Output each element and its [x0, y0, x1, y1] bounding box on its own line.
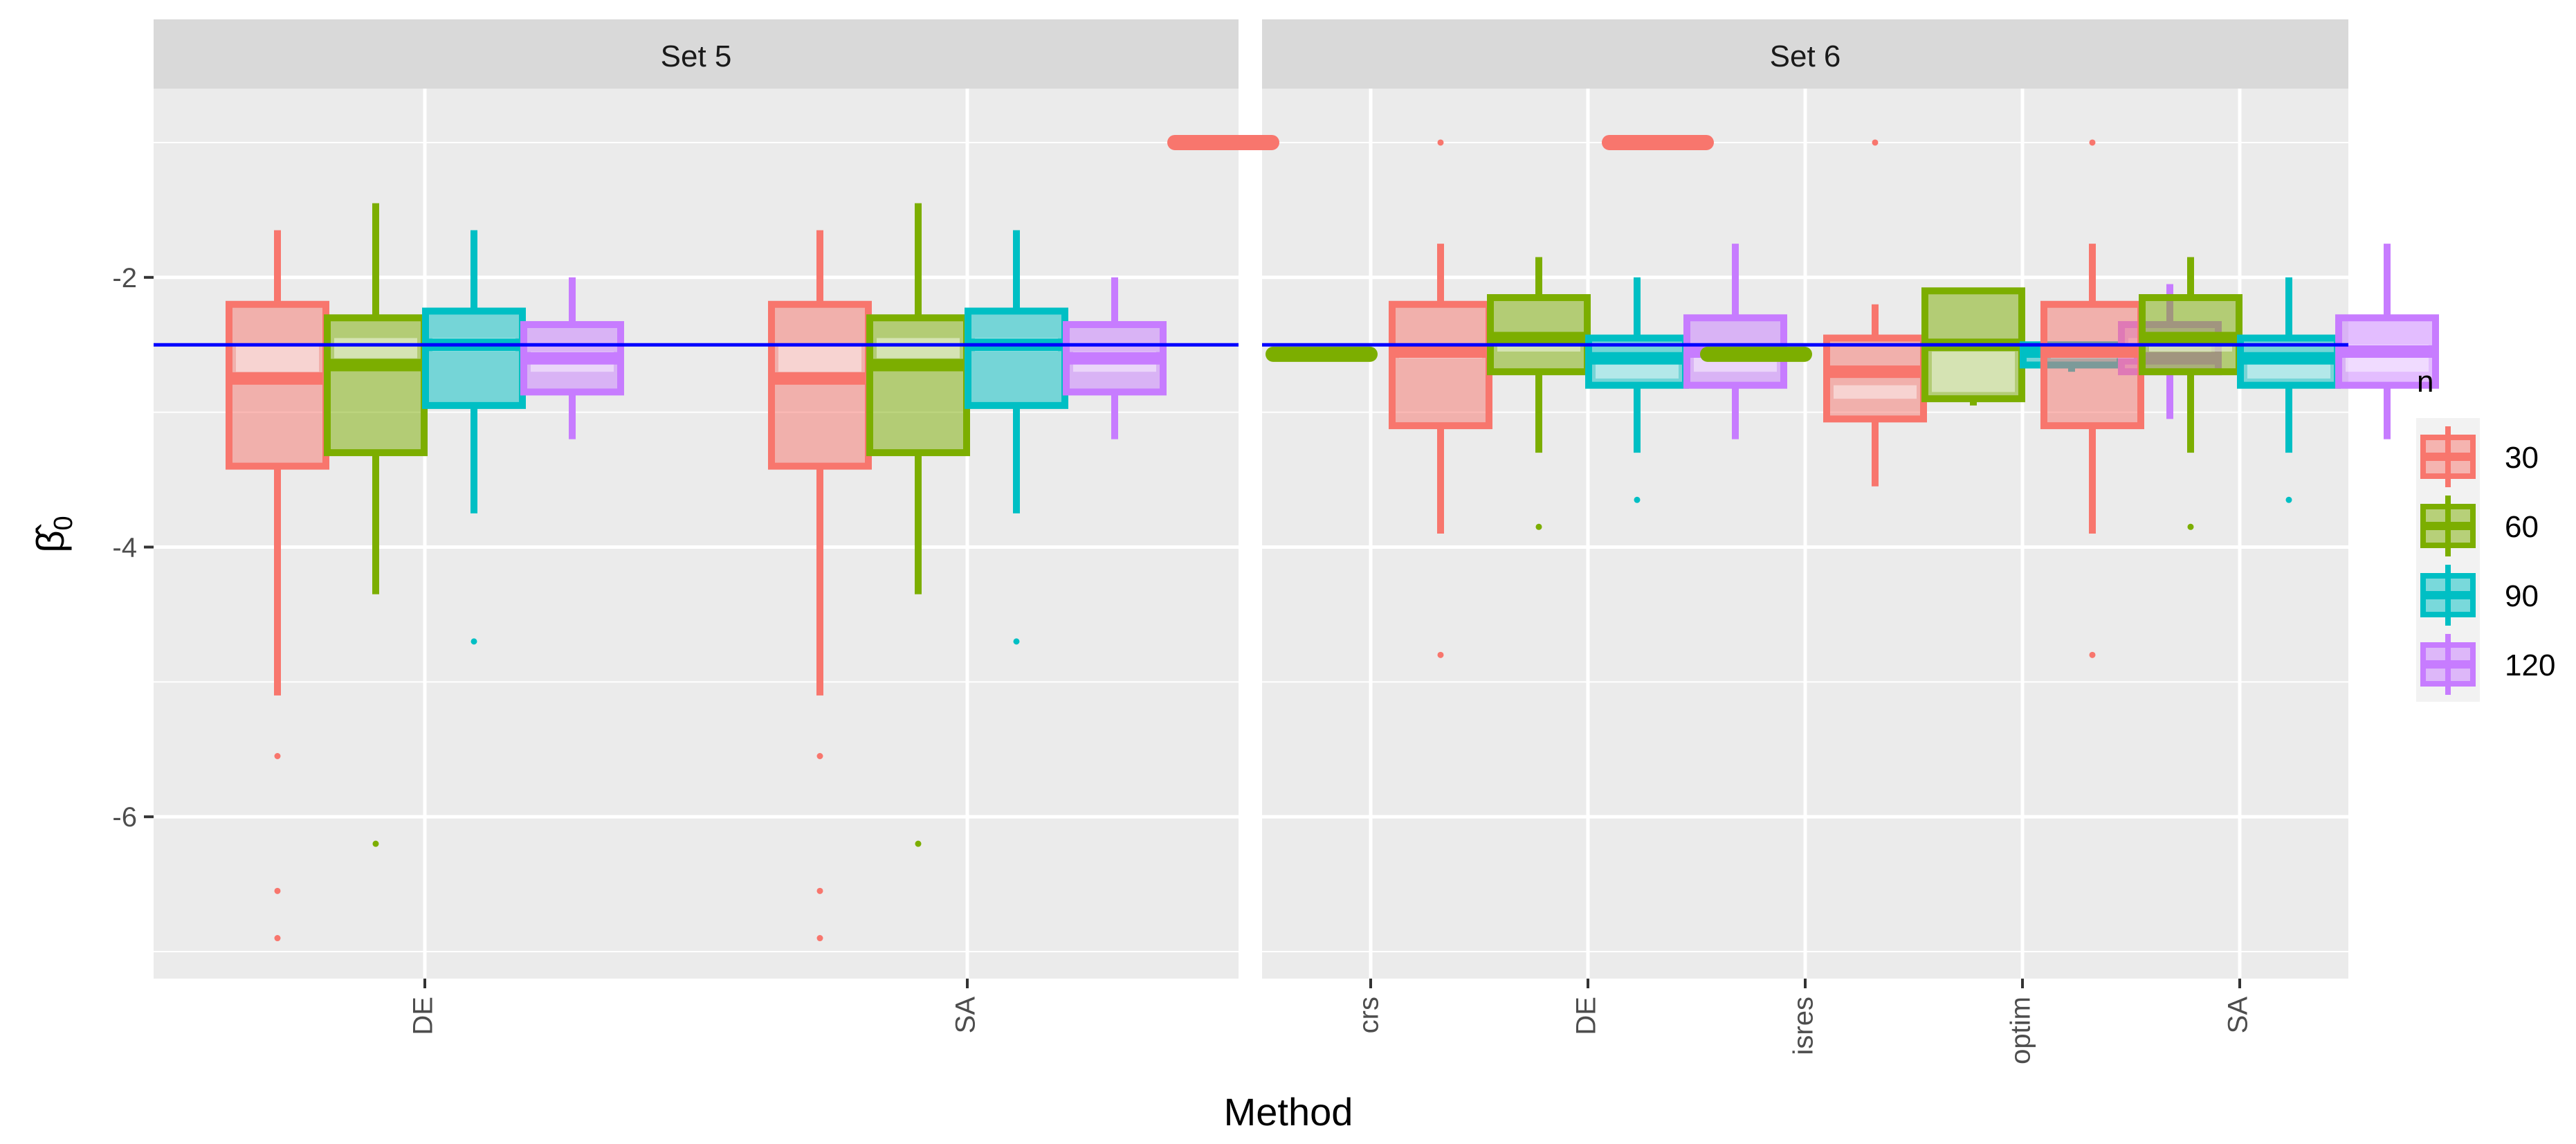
y-axis: -6 -4 -2: [112, 263, 154, 833]
gridlines: [154, 89, 1239, 979]
outlier-point: [274, 753, 281, 759]
outlier-point: [2285, 496, 2292, 503]
outlier-point: [1634, 496, 1641, 503]
panel-background: [154, 89, 1239, 979]
strip-label-set-6: Set 6: [1770, 39, 1841, 73]
x-tick-label-optim: optim: [2006, 997, 2036, 1064]
outlier-point: [1535, 523, 1542, 530]
legend-label-60: 60: [2505, 510, 2539, 544]
box-de-n60: [324, 203, 428, 847]
box-body: [324, 314, 428, 457]
x-tick-label-sa: SA: [951, 997, 981, 1034]
outlier-point: [1437, 139, 1444, 146]
box-group-isres: [1602, 134, 1812, 362]
outlier-point: [1013, 638, 1020, 645]
box-de-n30: [1389, 139, 1492, 658]
outlier-point: [816, 753, 823, 759]
box-sa-n30: [2040, 139, 2144, 658]
x-axis: DE SA crs DE isres optim SA: [408, 979, 2254, 1064]
box-group-crs: [1167, 134, 1378, 362]
y-axis-title-subscript: 0: [49, 516, 78, 530]
outlier-point: [274, 935, 281, 942]
mean-band: [236, 345, 319, 372]
outlier-point: [1872, 139, 1879, 146]
mean-band: [778, 345, 861, 372]
outlier-point: [1437, 651, 1444, 658]
box-body: [1389, 300, 1492, 430]
box-group-sa: [768, 203, 1167, 942]
legend-entry-120: 120: [2420, 634, 2555, 695]
box-group-sa: [2040, 139, 2439, 658]
outlier-point: [274, 887, 281, 894]
strip-label-set-5: Set 5: [661, 39, 732, 73]
panel-set-5: Set 5: [154, 19, 1239, 979]
x-tick-label-crs: crs: [1354, 997, 1385, 1033]
box-sa-n30: [768, 230, 872, 942]
outlier-point: [816, 935, 823, 942]
box-sa-n120: [2335, 244, 2439, 439]
y-tick-label: -4: [112, 532, 137, 563]
strip-background: [1262, 19, 2348, 89]
box-sa-n120: [1063, 277, 1167, 439]
legend-label-30: 30: [2505, 441, 2539, 475]
x-tick-label-de: DE: [408, 997, 439, 1035]
outlier-point: [915, 840, 922, 847]
x-tick-label-sa: SA: [2223, 997, 2254, 1034]
box-body: [768, 300, 872, 470]
legend-label-120: 120: [2505, 648, 2555, 682]
box-body: [1823, 334, 1927, 423]
outlier-point: [2089, 139, 2096, 146]
legend-entry-60: 60: [2420, 496, 2539, 556]
outlier-point: [372, 840, 379, 847]
box-body: [422, 307, 526, 409]
box-de-n30: [226, 230, 329, 942]
box-body: [226, 300, 329, 470]
legend-label-90: 90: [2505, 579, 2539, 613]
outlier-point: [471, 638, 477, 645]
mean-band: [1932, 351, 2015, 392]
mean-band: [334, 338, 417, 358]
x-axis-title: Method: [1224, 1090, 1353, 1134]
x-tick-label-isres: isres: [1789, 997, 1819, 1055]
outlier-point: [2187, 523, 2194, 530]
mean-band: [1834, 385, 1917, 399]
mean-band: [877, 338, 960, 358]
box-body: [965, 307, 1068, 409]
box-groups: [1167, 134, 2439, 658]
box-groups: [226, 203, 1167, 942]
legend-entry-30: 30: [2420, 426, 2539, 487]
panel-set-6: Set 6: [1167, 19, 2439, 979]
y-tick-label: -6: [112, 802, 137, 833]
y-tick-label: -2: [112, 263, 137, 293]
legend-title: n: [2417, 365, 2433, 399]
box-body: [2040, 300, 2144, 430]
outlier-point: [2089, 651, 2096, 658]
legend-entry-90: 90: [2420, 565, 2539, 626]
box-de-n120: [520, 277, 624, 439]
legend: n 30 60 90 120: [2416, 365, 2555, 702]
strip-background: [154, 19, 1239, 89]
outlier-point: [816, 887, 823, 894]
x-tick-label-de: DE: [1571, 997, 1602, 1035]
box-optim-n60: [1921, 287, 2025, 406]
gridlines: [1262, 89, 2348, 979]
